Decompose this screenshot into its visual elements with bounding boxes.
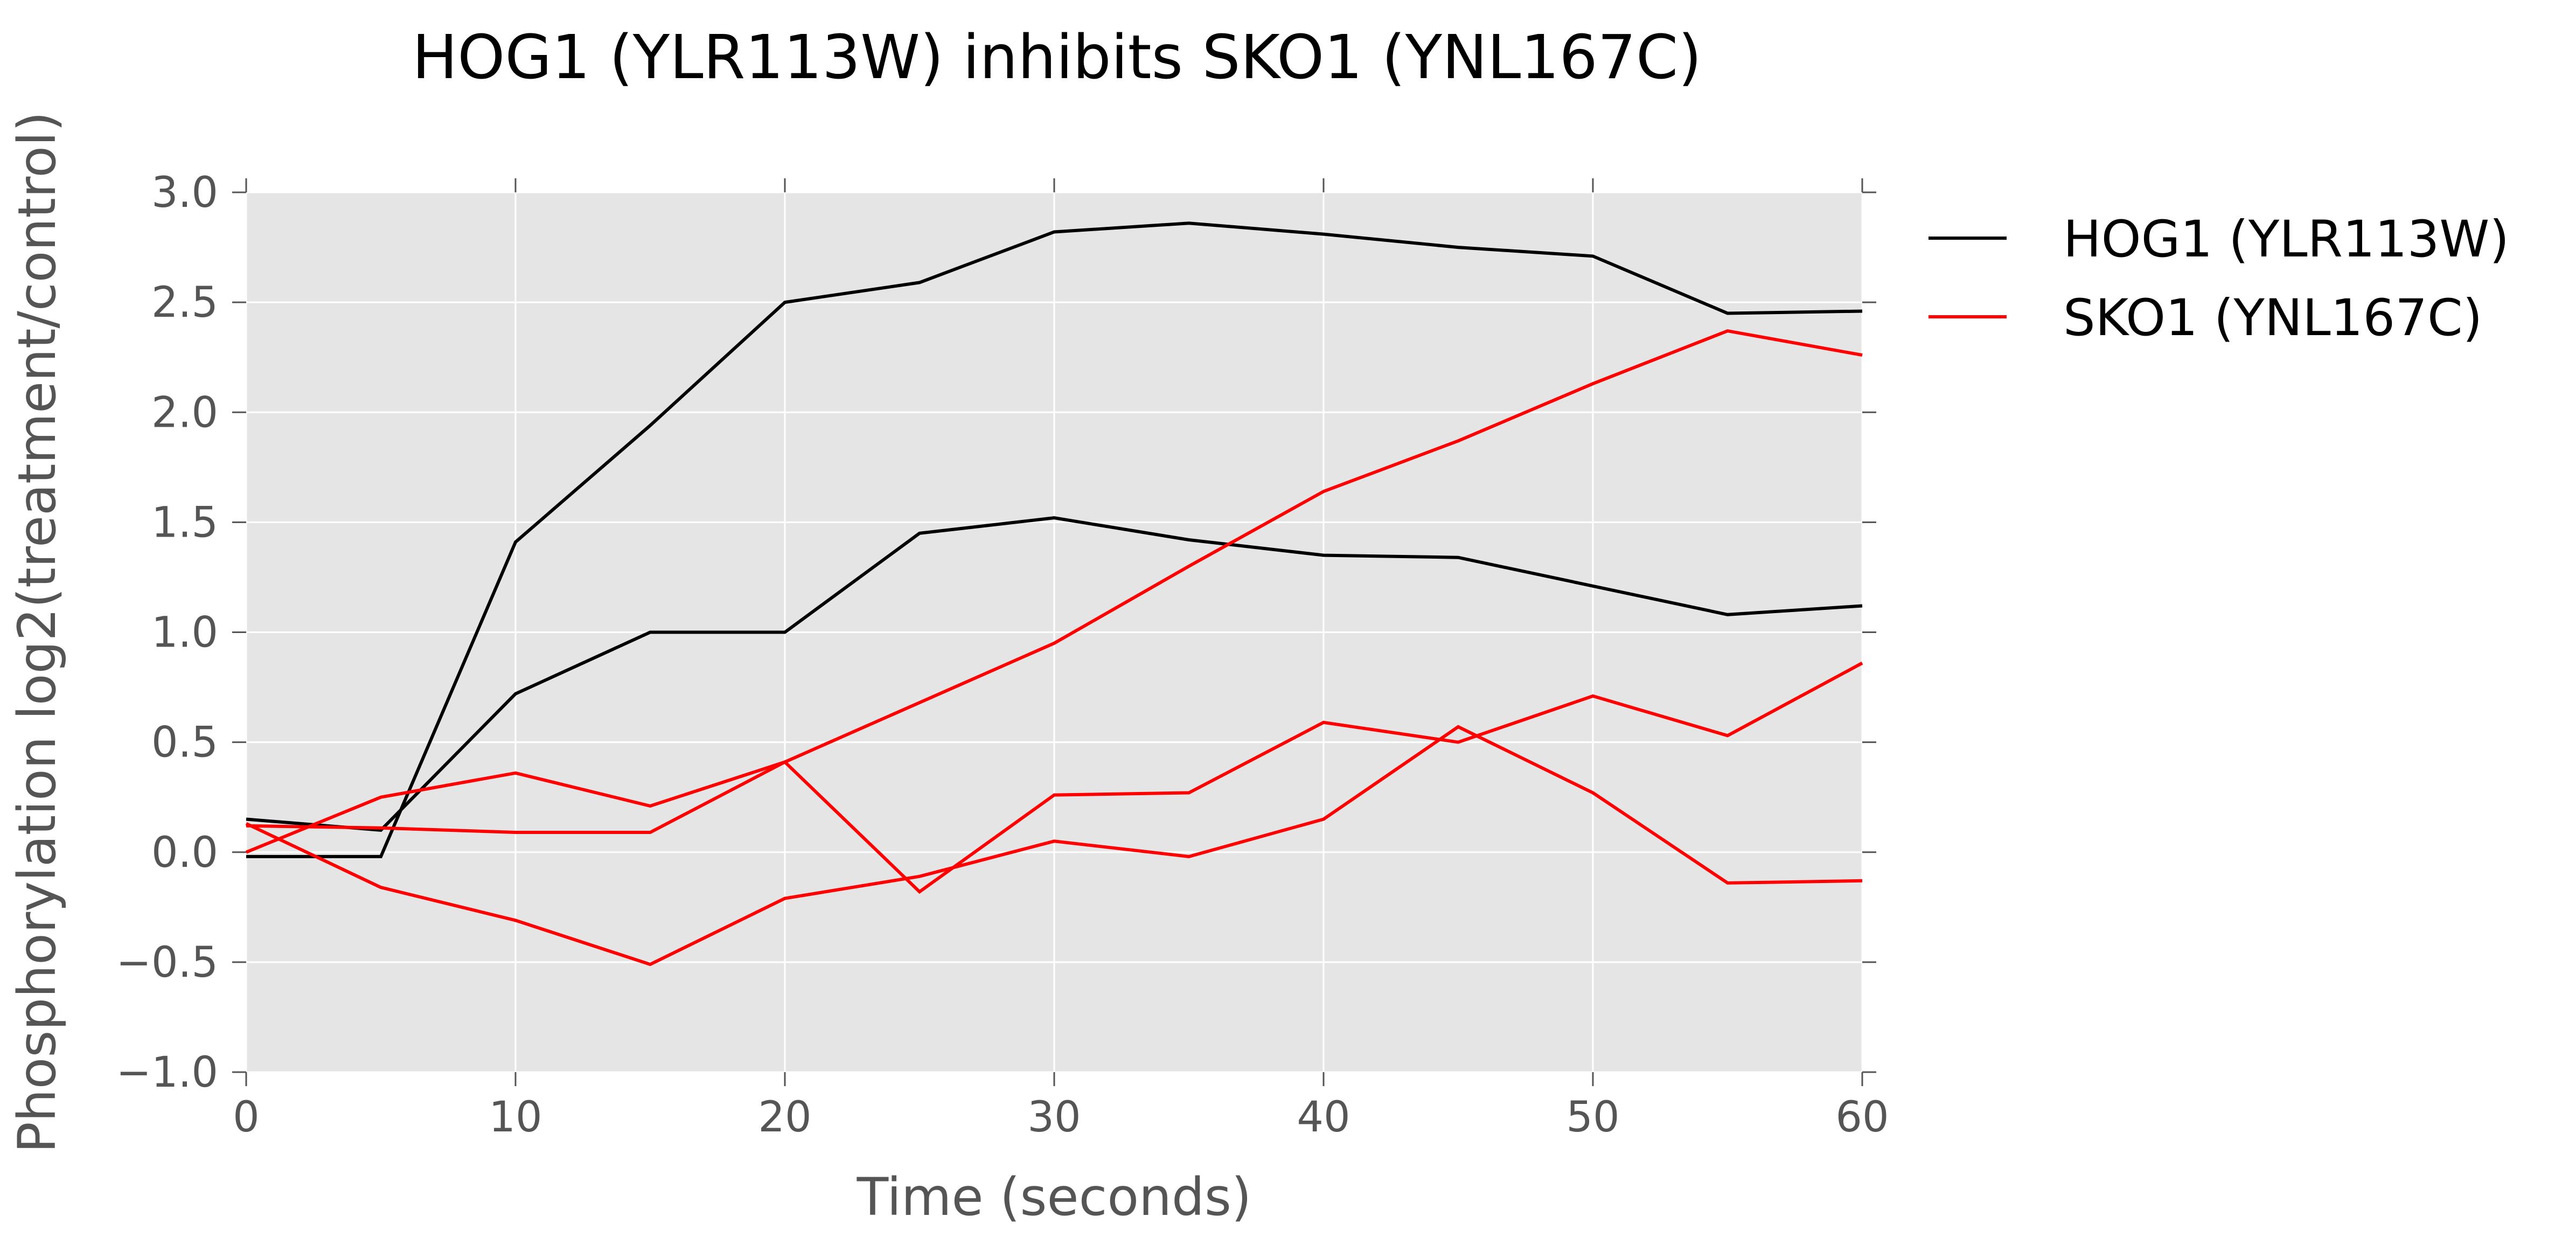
series-lines <box>245 221 1863 967</box>
x-tick-label: 0 <box>233 1093 260 1142</box>
x-axis-label: Time (seconds) <box>857 1167 1252 1227</box>
y-tick-label: 1.5 <box>151 498 218 547</box>
legend: HOG1 (YLR113W) SKO1 (YNL167C) <box>1928 210 2509 348</box>
axis-ticks: 0 10 20 30 40 50 60 −1.0 −0.5 0.0 0.5 1.0 1.5 2.0 2.5 3… <box>116 169 1889 1142</box>
series-line-2 <box>246 516 1863 832</box>
series-line-1 <box>246 221 1863 858</box>
legend-label: SKO1 (YNL167C) <box>2063 289 2482 348</box>
x-tick-label: 10 <box>489 1093 542 1142</box>
y-axis-label: Phosphorylation log2(treatment/control) <box>7 112 67 1153</box>
y-tick-label: −0.5 <box>116 939 218 987</box>
series-line-4 <box>246 662 1863 894</box>
x-tick-label: 50 <box>1566 1093 1619 1142</box>
y-tick-label: 1.0 <box>151 609 218 657</box>
series-line-5 <box>245 725 1863 967</box>
legend-label: HOG1 (YLR113W) <box>2063 210 2509 269</box>
x-tick-label: 20 <box>758 1093 811 1142</box>
y-tick-label: 0.5 <box>151 719 218 767</box>
y-tick-label: 3.0 <box>151 169 218 217</box>
y-tick-label: 0.0 <box>151 829 218 877</box>
chart-title: HOG1 (YLR113W) inhibits SKO1 (YNL167C) <box>412 23 1702 93</box>
x-tick-label: 60 <box>1835 1093 1889 1142</box>
x-tick-label: 40 <box>1297 1093 1350 1142</box>
y-tick-label: −1.0 <box>116 1048 218 1097</box>
series-line-3 <box>245 329 1863 854</box>
y-tick-label: 2.0 <box>151 388 218 437</box>
y-tick-label: 2.5 <box>151 279 218 327</box>
x-tick-label: 30 <box>1027 1093 1081 1142</box>
